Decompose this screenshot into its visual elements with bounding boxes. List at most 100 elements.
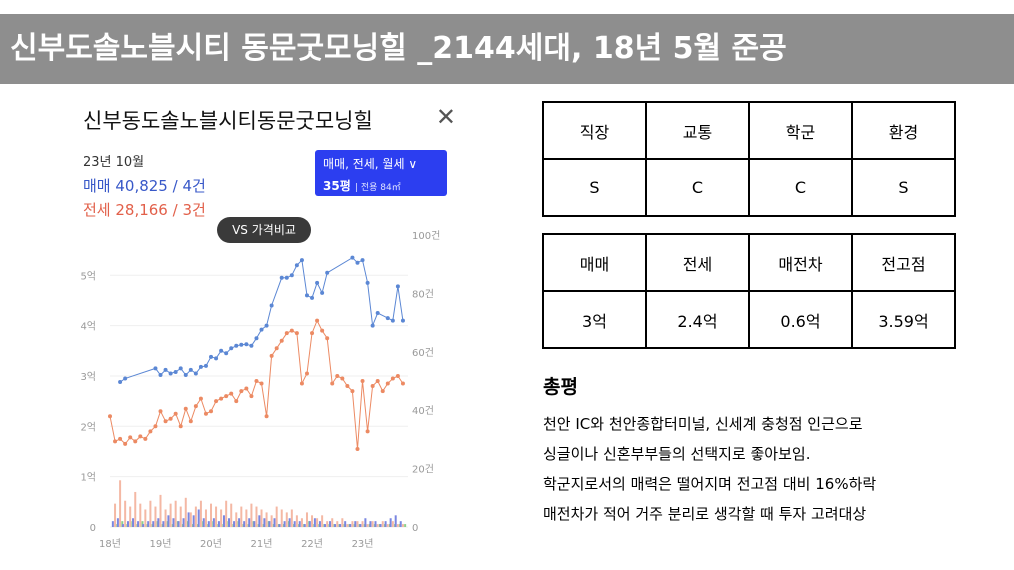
volume-bar-sale	[323, 524, 326, 527]
volume-bar-rent	[149, 500, 152, 527]
rent-point	[198, 396, 203, 401]
close-icon[interactable]: ✕	[435, 103, 456, 131]
volume-bar-sale	[374, 521, 377, 527]
sale-point	[163, 367, 168, 372]
volume-bar-rent	[311, 515, 314, 527]
score-value: S	[851, 158, 956, 217]
volume-bar-rent	[305, 512, 308, 527]
summary-line: 천안 IC와 천안종합터미널, 신세계 충청점 인근으로	[543, 415, 863, 433]
volume-bar-rent	[275, 506, 278, 527]
volume-bar-sale	[243, 521, 246, 527]
sale-point	[259, 327, 264, 332]
compare-button[interactable]: VS 가격비교	[217, 217, 311, 243]
volume-bar-rent	[179, 506, 182, 527]
rent-point	[173, 411, 178, 416]
volume-bar-sale	[329, 521, 332, 527]
sale-point	[284, 275, 289, 280]
sale-point	[304, 293, 309, 298]
y-tick-label: 2억	[80, 421, 96, 433]
volume-bar-rent	[245, 509, 248, 527]
volume-bar-sale	[238, 518, 241, 527]
volume-bar-rent	[139, 503, 142, 527]
filter-pill[interactable]: 매매, 전세, 월세 ∨ 35평 | 전용 84㎡	[315, 150, 447, 196]
y2-tick-label: 20건	[412, 464, 434, 476]
y2-tick-label: 60건	[412, 347, 434, 359]
rent-point	[133, 439, 138, 444]
rent-point	[259, 381, 264, 386]
sale-point	[385, 316, 390, 321]
rent-point	[168, 416, 173, 421]
rent-point	[360, 379, 365, 383]
rent-point	[214, 399, 219, 404]
volume-bar-sale	[111, 521, 114, 527]
rent-point	[123, 441, 128, 446]
volume-bar-sale	[228, 518, 231, 527]
y-tick-label: 4억	[80, 321, 96, 333]
summary-line: 싱글이나 신혼부부들의 선택지로 좋아보임.	[543, 445, 811, 463]
price-header: 전고점	[851, 233, 956, 292]
rent-point	[138, 434, 143, 439]
sale-point	[264, 323, 269, 328]
rent-point	[229, 391, 234, 396]
x-tick-label: 21년	[251, 538, 273, 550]
rent-point	[254, 379, 259, 383]
rent-point	[350, 389, 355, 394]
rent-point	[284, 331, 289, 336]
filter-label: 매매, 전세, 월세	[323, 157, 405, 171]
volume-bar-rent	[351, 521, 354, 527]
volume-bar-sale	[222, 515, 225, 527]
sale-point	[315, 280, 320, 285]
volume-bar-rent	[331, 518, 334, 527]
volume-bar-rent	[129, 506, 132, 527]
volume-bar-sale	[394, 515, 397, 527]
rent-point	[158, 409, 163, 414]
rent-point	[178, 424, 183, 429]
volume-bar-rent	[230, 503, 233, 527]
sale-point	[183, 372, 188, 377]
rent-point	[183, 406, 188, 411]
volume-bar-sale	[197, 509, 200, 527]
rent-point	[279, 338, 284, 343]
summary-line: 매전차가 적어 거주 분리로 생각할 때 투자 고려대상	[543, 505, 867, 523]
score-header: 학군	[748, 101, 853, 160]
sale-point	[254, 336, 259, 341]
volume-bar-rent	[199, 500, 202, 527]
volume-bar-rent	[381, 521, 384, 527]
y-tick-label: 3억	[80, 371, 96, 383]
rent-point	[148, 429, 153, 434]
volume-bar-sale	[142, 524, 145, 527]
sale-point	[294, 263, 299, 268]
sale-point	[244, 342, 249, 347]
period-label: 23년 10월	[83, 155, 145, 170]
rent-point	[143, 436, 148, 441]
volume-bar-sale	[258, 515, 261, 527]
rent-point	[274, 346, 279, 351]
y-tick-label: 5억	[80, 270, 96, 282]
sale-point	[168, 371, 173, 376]
y2-tick-label: 100건	[412, 230, 440, 242]
y2-tick-label: 40건	[412, 405, 434, 417]
sale-point	[209, 354, 214, 359]
sale-point	[224, 351, 229, 356]
sale-point	[249, 343, 254, 348]
volume-bar-sale	[147, 521, 150, 527]
volume-bar-sale	[172, 518, 175, 527]
volume-bar-rent	[260, 509, 263, 527]
rent-point	[289, 328, 294, 333]
volume-bar-sale	[369, 521, 372, 527]
volume-bar-rent	[210, 503, 213, 527]
rent-point	[153, 424, 158, 429]
rent-point	[113, 439, 118, 444]
rent-point	[234, 399, 239, 404]
volume-bar-sale	[273, 518, 276, 527]
volume-bar-rent	[154, 506, 157, 527]
sale-point	[310, 295, 315, 300]
rent-point	[320, 328, 325, 333]
sale-point	[355, 260, 360, 265]
price-value: 0.6억	[748, 290, 853, 349]
rent-point	[219, 396, 224, 401]
sale-point	[365, 280, 370, 285]
sale-point	[239, 342, 244, 347]
volume-bar-sale	[248, 518, 251, 527]
volume-bar-rent	[144, 509, 147, 527]
